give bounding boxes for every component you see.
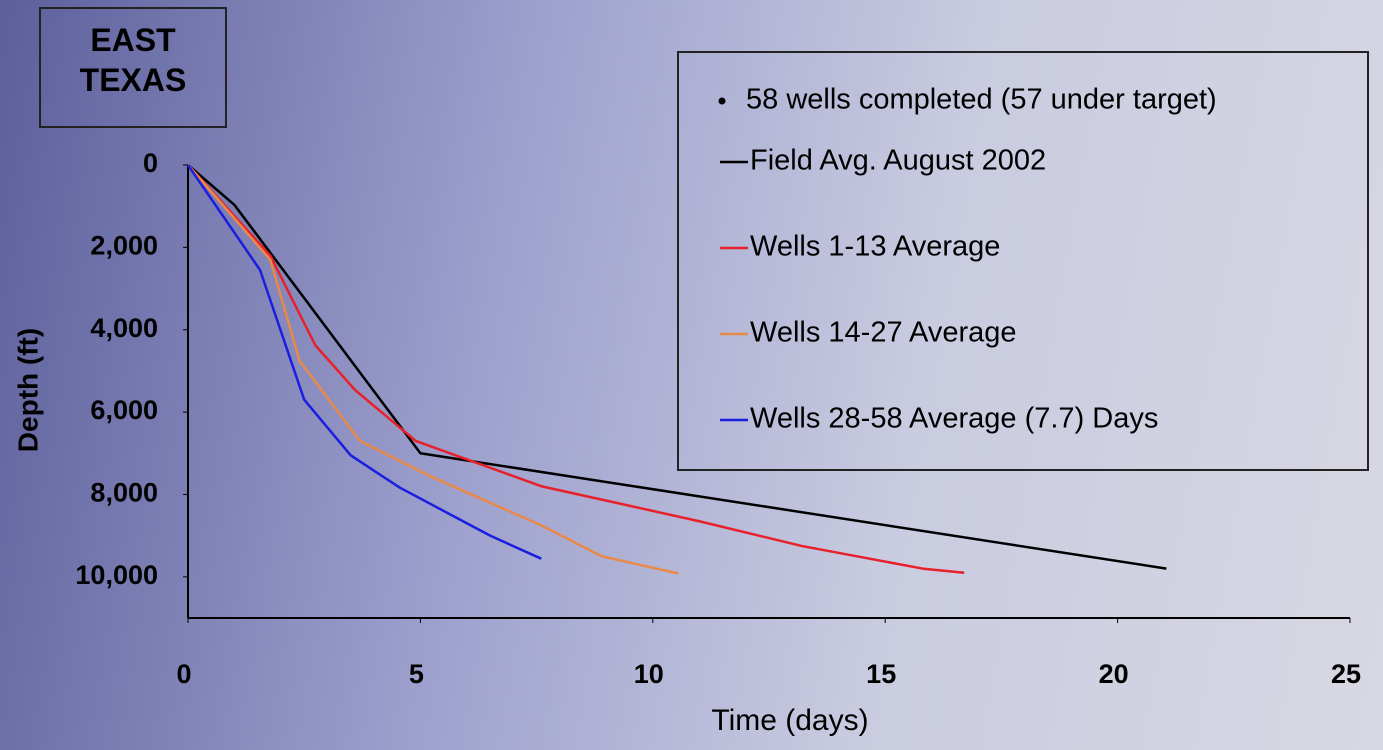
y-tick-label: 10,000 bbox=[75, 560, 158, 590]
legend-label: Wells 1-13 Average bbox=[750, 231, 1000, 263]
y-axis-label: Depth (ft) bbox=[12, 328, 43, 452]
series-line bbox=[186, 164, 542, 560]
y-tick-label: 2,000 bbox=[90, 230, 158, 260]
series-line bbox=[187, 164, 1167, 570]
legend-note: 58 wells completed (57 under target) bbox=[746, 84, 1217, 116]
legend-label: Wells 14-27 Average bbox=[750, 317, 1017, 349]
y-tick-label: 6,000 bbox=[90, 395, 158, 425]
title-box bbox=[39, 7, 227, 128]
x-tick-label: 20 bbox=[1099, 659, 1129, 689]
y-tick-label: 8,000 bbox=[90, 478, 158, 508]
legend-label: Field Avg. August 2002 bbox=[750, 145, 1046, 177]
y-tick-label: 4,000 bbox=[90, 313, 158, 343]
y-tick-label: 0 bbox=[143, 148, 158, 178]
chart-title: EAST TEXAS bbox=[79, 22, 187, 98]
x-tick-label: 0 bbox=[176, 659, 191, 689]
x-tick-label: 15 bbox=[866, 659, 896, 689]
x-tick-label: 5 bbox=[409, 659, 424, 689]
legend-label: Wells 28-58 Average (7.7) Days bbox=[750, 403, 1158, 435]
x-tick-label: 25 bbox=[1331, 659, 1361, 689]
x-tick-label: 10 bbox=[634, 659, 664, 689]
note-bullet bbox=[718, 97, 726, 105]
legend-box bbox=[677, 51, 1369, 471]
series-line bbox=[187, 164, 679, 575]
x-axis-label: Time (days) bbox=[711, 704, 868, 737]
series-line bbox=[187, 164, 965, 574]
